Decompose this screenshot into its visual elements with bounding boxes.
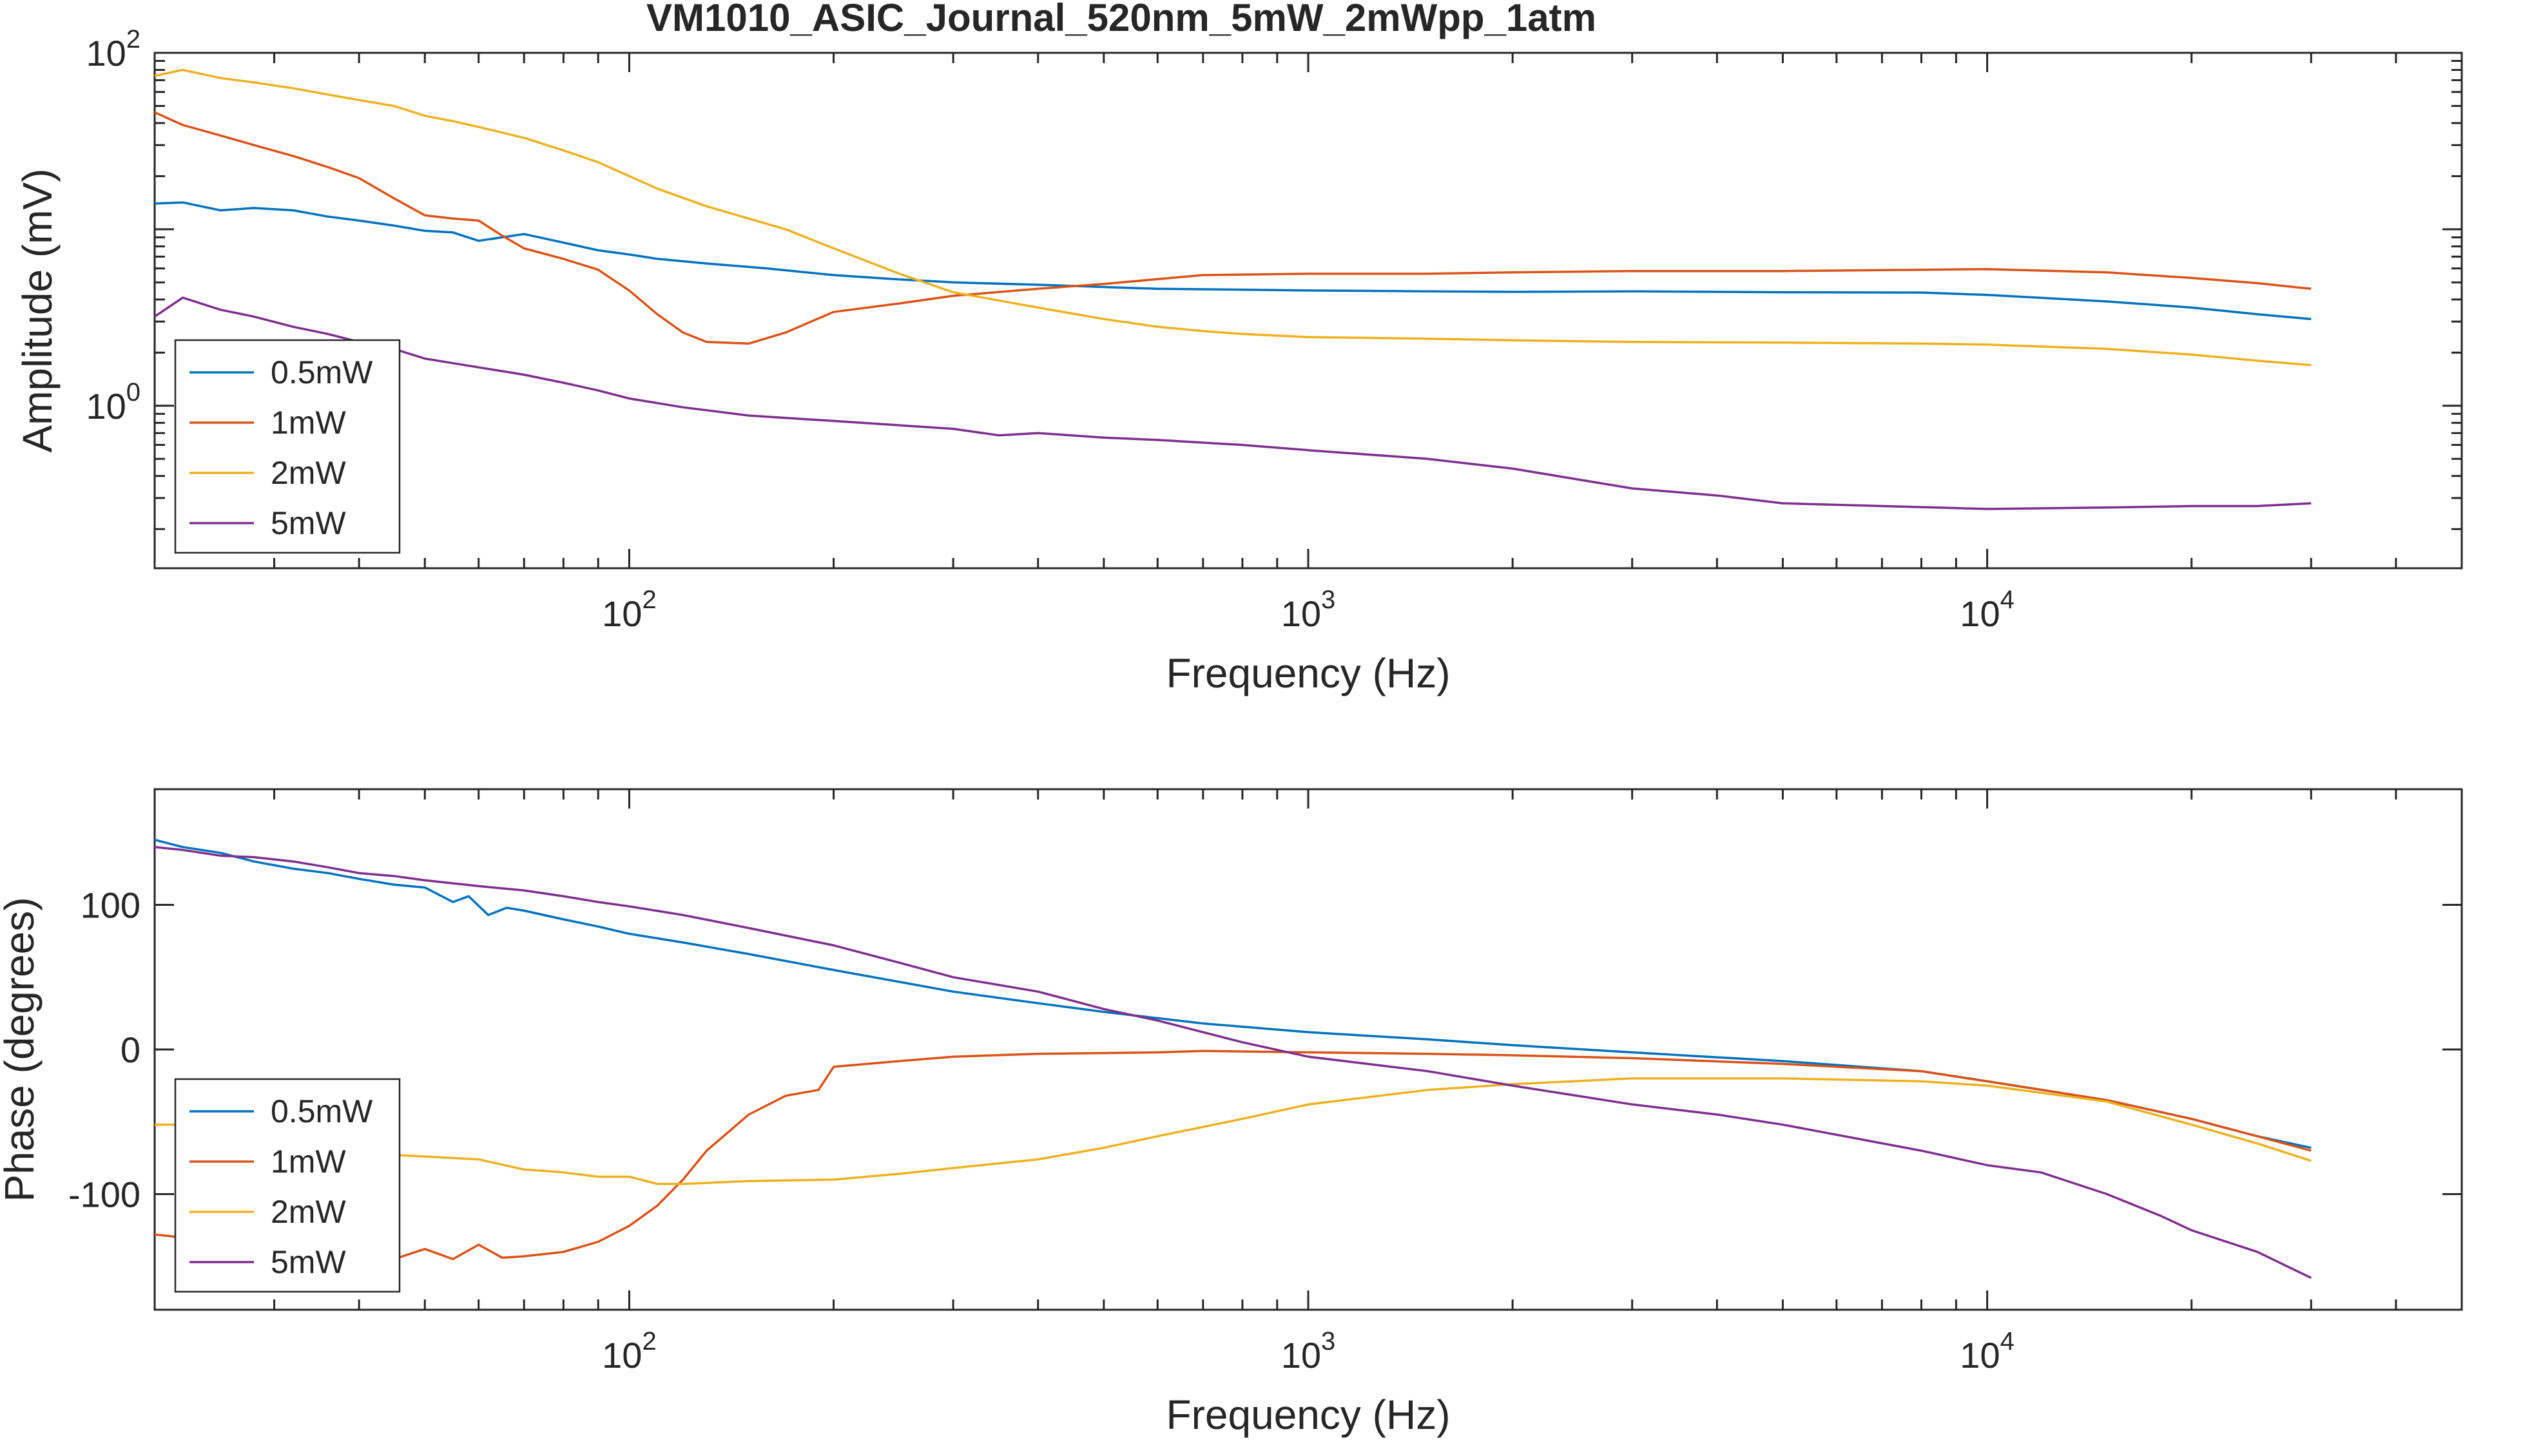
- y-tick-label: 100: [86, 378, 140, 426]
- y-axis-label: Phase (degrees): [0, 897, 43, 1202]
- x-tick-label: 102: [602, 586, 657, 634]
- series-line-1mw: [154, 111, 2312, 345]
- x-axis-label: Frequency (Hz): [1166, 1392, 1451, 1438]
- y-tick-label: -100: [68, 1174, 140, 1214]
- x-tick-label: 102: [602, 1327, 657, 1375]
- legend-entry-label: 2mW: [271, 455, 346, 491]
- amplitude-axes: 102 103 104 100 102 Frequency (Hz) Amplitude (…: [14, 25, 2463, 696]
- x-tick-label: 104: [1960, 586, 2015, 634]
- x-axis-label: Frequency (Hz): [1166, 650, 1451, 696]
- y-tick-label: 100: [81, 885, 140, 926]
- legend-entry-label: 0.5mW: [271, 1093, 373, 1129]
- series-line-0-5mw: [154, 838, 2312, 1149]
- legend-entry-label: 5mW: [271, 505, 346, 541]
- figure-title: VM1010_ASIC_Journal_520nm_5mW_2mWpp_1atm: [646, 0, 1596, 39]
- y-axis-label: Amplitude (mV): [14, 169, 61, 453]
- y-tick-label: 102: [86, 25, 140, 73]
- legend-entry-label: 2mW: [271, 1194, 346, 1230]
- legend-box: [174, 339, 401, 554]
- series-line-0-5mw: [154, 201, 2312, 320]
- x-tick-label: 103: [1281, 1327, 1336, 1375]
- legend-entry-label: 0.5mW: [271, 354, 373, 390]
- legend-box: [174, 1078, 401, 1293]
- x-tick-label: 104: [1960, 1327, 2015, 1375]
- phase-axes: 102 103 104 -100 0 100 Frequency (Hz) Phase (de…: [0, 788, 2463, 1438]
- series-line-2mw: [154, 68, 2312, 367]
- x-tick-label: 103: [1281, 586, 1336, 634]
- series-line-5mw: [154, 846, 2312, 1279]
- plot-area: [153, 52, 2463, 570]
- series-line-5mw: [154, 296, 2312, 510]
- legend-entry-label: 1mW: [271, 405, 346, 441]
- legend-entry-label: 1mW: [271, 1144, 346, 1180]
- legend-entry-label: 5mW: [271, 1244, 346, 1280]
- plot-area: [153, 788, 2463, 1311]
- y-tick-label: 0: [121, 1030, 140, 1070]
